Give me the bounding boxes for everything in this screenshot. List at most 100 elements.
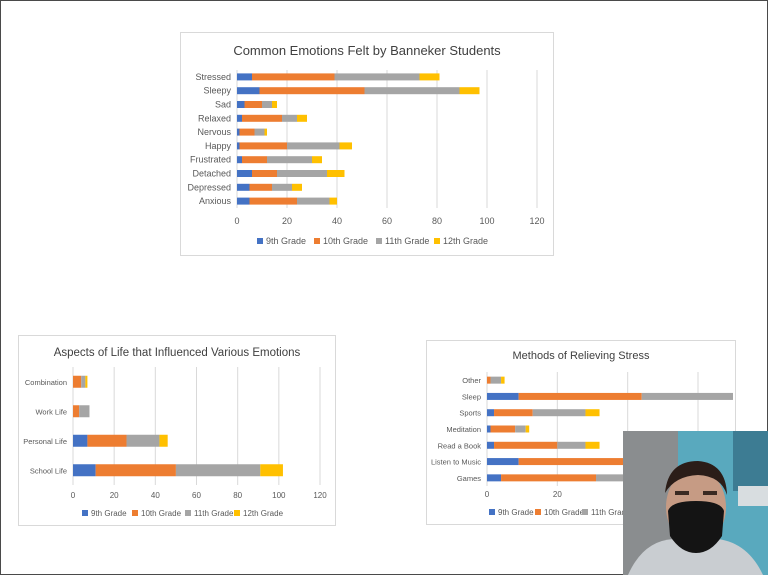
legend-label: 12th Grade — [243, 509, 284, 518]
bar-segment — [515, 425, 526, 433]
bar-segment — [364, 87, 460, 95]
x-tick-label: 80 — [233, 491, 242, 500]
legend-swatch — [535, 509, 541, 515]
x-tick-label: 60 — [382, 216, 392, 226]
x-tick-label: 20 — [110, 491, 119, 500]
bar-segment — [518, 392, 642, 400]
category-label: Sports — [459, 409, 481, 418]
emotions-chart-svg: Common Emotions Felt by Banneker Student… — [187, 43, 544, 246]
webcam-overlay — [623, 431, 768, 575]
category-label: Anxious — [199, 196, 232, 206]
bar-segment — [641, 392, 733, 400]
legend-swatch — [82, 510, 88, 516]
legend-swatch — [489, 509, 495, 515]
bar-segment — [95, 464, 176, 477]
legend-label: 9th Grade — [91, 509, 127, 518]
category-label: Sleepy — [203, 86, 231, 96]
category-label: Listen to Music — [431, 458, 481, 467]
bar-segment — [264, 128, 267, 136]
bar-segment — [327, 170, 345, 177]
category-label: Sad — [215, 100, 231, 110]
bar-segment — [249, 183, 272, 191]
x-tick-label: 120 — [529, 216, 544, 226]
bar-segment — [260, 464, 283, 477]
bar-segment — [532, 409, 586, 417]
x-tick-label: 20 — [282, 216, 292, 226]
aspects-chart-svg: Aspects of Life that Influenced Various … — [23, 347, 327, 518]
bar-segment — [419, 73, 440, 81]
bar-segment — [237, 142, 240, 150]
aspects-chart: Aspects of Life that Influenced Various … — [18, 335, 336, 526]
x-tick-label: 40 — [151, 491, 160, 500]
x-tick-label: 20 — [553, 490, 562, 499]
legend-swatch — [376, 238, 382, 244]
bar-segment — [159, 434, 168, 447]
bar-segment — [557, 441, 586, 449]
bar-segment — [297, 197, 330, 205]
bar-segment — [237, 170, 252, 177]
category-label: Work Life — [35, 407, 67, 416]
bar-segment — [487, 441, 495, 449]
bar-segment — [525, 425, 530, 433]
bar-segment — [267, 156, 312, 164]
category-label: School Life — [30, 466, 67, 475]
bar-segment — [237, 101, 245, 108]
bar-segment — [297, 114, 307, 122]
x-tick-label: 120 — [313, 491, 327, 500]
legend-swatch — [234, 510, 240, 516]
x-tick-label: 0 — [485, 490, 490, 499]
bar-segment — [487, 425, 491, 433]
bar-segment — [237, 73, 252, 81]
bar-segment — [73, 405, 80, 418]
bar-segment — [85, 375, 88, 388]
legend-label: 10th Grade — [323, 236, 368, 246]
bar-segment — [87, 434, 127, 447]
legend-label: 9th Grade — [266, 236, 306, 246]
category-label: Read a Book — [438, 441, 482, 450]
legend-swatch — [314, 238, 320, 244]
bar-segment — [494, 441, 558, 449]
legend-label: 9th Grade — [498, 508, 534, 517]
bar-segment — [282, 114, 297, 122]
x-tick-label: 80 — [432, 216, 442, 226]
legend-label: 11th Grade — [385, 236, 429, 246]
category-label: Personal Life — [23, 437, 67, 446]
bar-segment — [490, 425, 516, 433]
bar-segment — [312, 156, 322, 164]
bar-segment — [487, 376, 491, 384]
category-label: Sleep — [462, 392, 481, 401]
bar-segment — [518, 458, 684, 466]
bar-segment — [329, 197, 337, 205]
legend-label: 11th Grade — [591, 508, 631, 517]
bar-segment — [334, 73, 420, 81]
x-tick-label: 40 — [332, 216, 342, 226]
bar-segment — [487, 392, 519, 400]
legend-label: 10th Grade — [141, 509, 182, 518]
bar-segment — [79, 405, 90, 418]
bar-segment — [487, 409, 495, 417]
category-label: Other — [462, 376, 481, 385]
x-tick-label: 0 — [234, 216, 239, 226]
bar-segment — [252, 73, 335, 81]
bar-segment — [126, 434, 160, 447]
bar-segment — [459, 87, 480, 95]
bar-segment — [501, 474, 597, 482]
bar-segment — [596, 474, 646, 482]
bar-segment — [175, 464, 261, 477]
bar-segment — [239, 142, 287, 150]
bar-segment — [242, 114, 282, 122]
category-label: Games — [457, 474, 481, 483]
category-label: Detached — [192, 169, 231, 179]
bar-segment — [262, 101, 272, 108]
bar-segment — [237, 156, 242, 164]
bar-segment — [490, 376, 502, 384]
bar-segment — [501, 376, 505, 384]
bar-segment — [585, 409, 600, 417]
bar-segment — [259, 87, 365, 95]
bar-segment — [73, 464, 96, 477]
legend-swatch — [132, 510, 138, 516]
category-label: Frustrated — [190, 155, 231, 165]
category-label: Nervous — [197, 127, 231, 137]
bar-segment — [73, 375, 82, 388]
x-tick-label: 100 — [272, 491, 286, 500]
